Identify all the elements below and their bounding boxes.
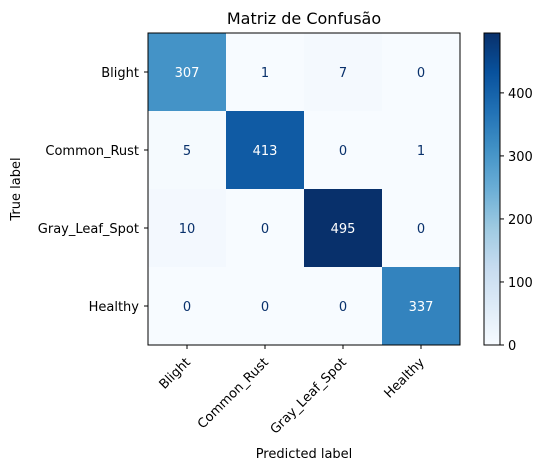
- y-tick-label: Healthy: [89, 300, 140, 315]
- matrix-cell: [226, 189, 304, 267]
- matrix-cell: [148, 33, 226, 111]
- colorbar-tick-label: 300: [508, 150, 533, 165]
- cell-value-label: 0: [417, 222, 425, 237]
- chart-title: Matriz de Confusão: [227, 9, 381, 28]
- y-tick-label: Common_Rust: [45, 144, 139, 159]
- colorbar-tick-label: 400: [508, 87, 533, 102]
- colorbar-tick-label: 100: [508, 276, 533, 291]
- x-axis-label: Predicted label: [256, 447, 353, 462]
- matrix-cell: [226, 267, 304, 345]
- cell-value-label: 1: [417, 144, 425, 159]
- cell-value-label: 495: [331, 222, 356, 237]
- cell-value-label: 307: [175, 66, 200, 81]
- cell-value-label: 5: [183, 144, 191, 159]
- matrix-cell: [148, 267, 226, 345]
- matrix-cell: [226, 33, 304, 111]
- cell-value-label: 413: [253, 144, 278, 159]
- matrix-cell: [148, 189, 226, 267]
- matrix-frame: [147, 32, 461, 346]
- matrix-cell: [304, 267, 382, 345]
- y-tick-label: Gray_Leaf_Spot: [38, 222, 139, 237]
- y-tick-labels: Blight Common_Rust Gray_Leaf_Spot Healthy: [38, 66, 148, 315]
- colorbar: [483, 32, 501, 346]
- matrix-cell: [304, 33, 382, 111]
- cell-value-label: 7: [339, 66, 347, 81]
- matrix-cell: [304, 189, 382, 267]
- cell-value-label: 0: [183, 300, 191, 315]
- cell-value-label: 0: [417, 66, 425, 81]
- cell-value-label: 0: [261, 300, 269, 315]
- y-tick-label: Blight: [101, 66, 139, 81]
- cell-value-label: 0: [339, 144, 347, 159]
- cell-value-label: 337: [409, 300, 434, 315]
- x-tick-label: Gray_Leaf_Spot: [268, 355, 350, 437]
- cell-value-label: 0: [261, 222, 269, 237]
- cell-value-label: 1: [261, 66, 269, 81]
- colorbar-tick-label: 0: [508, 339, 516, 354]
- y-axis-label: True label: [9, 157, 24, 221]
- matrix-cell: [304, 111, 382, 189]
- cell-value-label: 0: [339, 300, 347, 315]
- x-tick-label: Healthy: [382, 355, 428, 401]
- cell-value-label: 10: [179, 222, 196, 237]
- matrix-cell: [226, 111, 304, 189]
- x-tick-label: Blight: [157, 355, 194, 392]
- matrix-cell: [382, 33, 460, 111]
- colorbar-ticks: 0 100 200 300 400: [500, 87, 533, 354]
- x-tick-label: Common_Rust: [195, 355, 272, 432]
- matrix-cell: [382, 111, 460, 189]
- matrix-cell: [382, 189, 460, 267]
- colorbar-tick-label: 200: [508, 213, 533, 228]
- matrix-cell: [382, 267, 460, 345]
- matrix-cells: 307 1 7 0 5 413 0 1 10 0 495 0 0 0 0 337: [148, 33, 460, 345]
- matrix-cell: [148, 111, 226, 189]
